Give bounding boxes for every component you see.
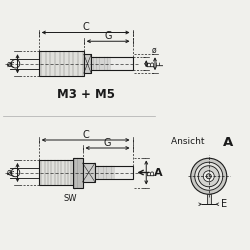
Circle shape [203, 171, 214, 182]
Bar [72, 158, 83, 188]
Circle shape [198, 166, 219, 187]
Text: A: A [222, 136, 233, 148]
Bar [84, 54, 91, 73]
Text: G: G [104, 31, 112, 41]
Bar [95, 166, 132, 179]
Text: ø: ø [7, 168, 12, 177]
Bar [82, 163, 95, 182]
Circle shape [206, 174, 211, 179]
Text: M3 + M5: M3 + M5 [56, 88, 114, 102]
Bar [91, 57, 132, 70]
Text: B: B [147, 170, 156, 175]
Circle shape [191, 158, 227, 194]
Text: A: A [154, 168, 163, 177]
Circle shape [195, 162, 223, 190]
Text: A: A [8, 170, 16, 175]
Text: E: E [221, 199, 227, 209]
Bar [207, 194, 211, 204]
Bar [39, 160, 72, 185]
Text: F: F [156, 61, 165, 66]
Text: C: C [82, 130, 89, 140]
Text: G: G [104, 138, 111, 147]
Text: ø: ø [152, 46, 156, 54]
Bar [39, 51, 84, 76]
Text: B: B [147, 61, 156, 67]
Text: A: A [8, 61, 16, 67]
Text: C: C [82, 22, 89, 32]
Text: Ansicht: Ansicht [171, 138, 207, 146]
Text: ø: ø [7, 59, 12, 68]
Text: SW: SW [63, 189, 77, 203]
